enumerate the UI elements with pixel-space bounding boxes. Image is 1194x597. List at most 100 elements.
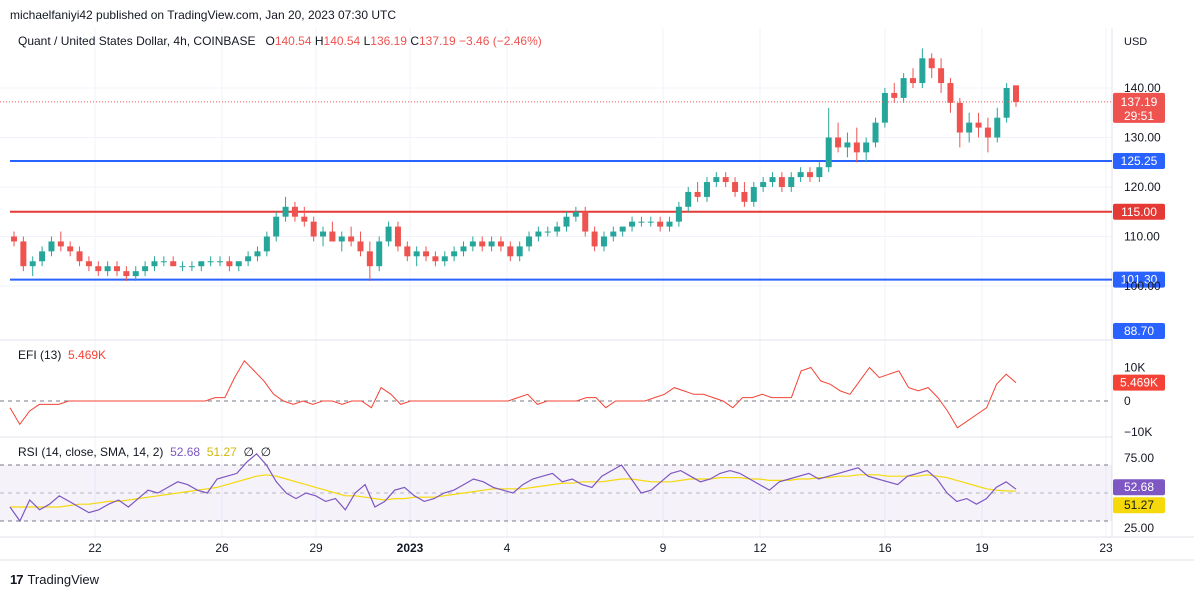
horizontal-levels[interactable]: [10, 160, 1112, 281]
rsi-tick-label: 25.00: [1124, 521, 1154, 535]
candle-body: [39, 251, 46, 262]
candle-body: [404, 246, 411, 257]
efi-value-label: 5.469K: [1120, 376, 1158, 390]
candle-body: [778, 177, 785, 187]
rsi-sma-tag: [1113, 497, 1165, 514]
candle-body: [928, 58, 935, 69]
candle-body: [217, 261, 224, 263]
level-price-tag: [1113, 203, 1165, 220]
candle-body: [142, 266, 149, 272]
candle-body: [722, 177, 729, 183]
candle-body: [853, 142, 860, 153]
efi-name: EFI (13): [18, 348, 62, 362]
rsi-line: [9, 452, 1017, 523]
time-tick-label: 22: [88, 541, 102, 555]
candle-body: [451, 251, 458, 257]
candle-body: [863, 142, 870, 153]
candle-body: [85, 261, 92, 267]
rsi-value-tag: [1113, 479, 1165, 496]
candle-body: [20, 241, 27, 267]
price-tick-label: 120.00: [1124, 180, 1161, 194]
efi-tick-label: −10K: [1124, 425, 1152, 439]
candle-body: [366, 251, 373, 267]
candle-body: [797, 172, 804, 178]
candle-body: [469, 241, 476, 247]
candle-body: [909, 78, 916, 84]
time-tick-label: 2023: [397, 541, 424, 555]
candle-body: [479, 241, 486, 247]
candle-body: [179, 266, 186, 268]
open-value: 140.54: [274, 34, 312, 48]
candle-body: [994, 117, 1001, 138]
candle-body: [554, 226, 561, 232]
candle-body: [947, 83, 954, 103]
time-tick-label: 4: [504, 541, 511, 555]
candle-body: [872, 122, 879, 143]
candle-body: [507, 246, 514, 257]
rsi-tick-label: 75.00: [1124, 451, 1154, 465]
tradingview-wordmark: TradingView: [27, 572, 100, 587]
candle-body: [245, 256, 252, 262]
tradingview-logo[interactable]: 17 TradingView: [10, 572, 99, 587]
candle-body: [956, 102, 963, 133]
bottom-price-label: 88.70: [1124, 324, 1154, 338]
candle-body: [619, 226, 626, 232]
candle-body: [919, 58, 926, 84]
candle-body: [291, 206, 298, 217]
efi-value-tag: [1113, 374, 1165, 391]
price-tick-label: 100.00: [1124, 279, 1161, 293]
efi-legend[interactable]: EFI (13) 5.469K: [18, 348, 106, 362]
rsi-sma-line: [10, 474, 1017, 508]
price-axis[interactable]: 125.25 115.00 101.30 USD 140.00 130.00 120.00 1…: [1113, 36, 1165, 339]
efi-value: 5.469K: [68, 348, 107, 362]
candle-body: [460, 246, 467, 252]
candle-body: [572, 211, 579, 217]
candle-body: [348, 236, 355, 242]
candle-body: [891, 92, 898, 98]
rsi-legend[interactable]: RSI (14, close, SMA, 14, 2) 52.68 51.27 …: [18, 445, 271, 459]
candle-body: [95, 266, 102, 272]
candle-body: [984, 127, 991, 138]
time-tick-label: 23: [1099, 541, 1113, 555]
candle-body: [769, 177, 776, 183]
price-tick-label: 140.00: [1124, 81, 1161, 95]
candle-body: [207, 261, 214, 263]
candle-body: [1003, 88, 1010, 118]
candle-body: [703, 182, 710, 197]
candle-body: [591, 231, 598, 247]
candle-body: [132, 271, 139, 277]
candle-body: [329, 231, 336, 242]
candle-body: [806, 172, 813, 178]
candle-body: [423, 251, 430, 257]
bottom-price-tag: [1113, 323, 1165, 339]
time-axis[interactable]: 22 26 29 2023 4 9 12 16 19 23: [88, 541, 1113, 555]
candle-body: [694, 191, 701, 197]
candle-body: [432, 256, 439, 262]
grid: [0, 28, 1112, 537]
candle-body: [310, 221, 317, 237]
candle-body: [376, 241, 383, 267]
candle-body: [57, 241, 64, 247]
candlestick-series: [11, 48, 1019, 282]
candle-body: [1013, 85, 1019, 102]
candle-body: [582, 211, 589, 232]
candle-body: [385, 226, 392, 242]
level-price-tag: [1113, 153, 1165, 170]
candle-body: [544, 231, 551, 233]
high-label: H: [314, 34, 324, 48]
rsi-extra-2: ∅: [260, 445, 272, 459]
level-price-label: 101.30: [1121, 273, 1158, 287]
candle-body: [198, 261, 205, 267]
change-value: −3.46 (−2.46%): [459, 34, 542, 48]
countdown-label: 29:51: [1124, 109, 1154, 123]
efi-axis: 10K 0 −10K 5.469K: [1113, 361, 1165, 439]
time-tick-label: 9: [660, 541, 667, 555]
candle-body: [497, 241, 504, 247]
candle-body: [263, 236, 270, 252]
candle-body: [647, 221, 654, 223]
time-tick-label: 19: [975, 541, 989, 555]
symbol-legend[interactable]: Quant / United States Dollar, 4h, COINBA…: [18, 34, 542, 48]
level-price-tag: [1113, 271, 1165, 288]
time-tick-label: 26: [215, 541, 229, 555]
